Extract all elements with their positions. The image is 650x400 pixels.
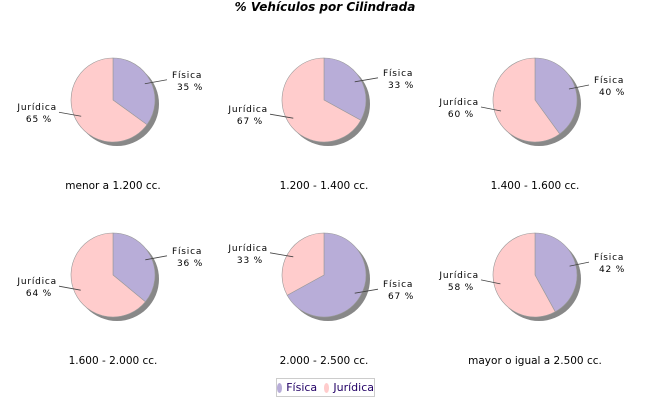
label-leader-line <box>354 288 379 294</box>
slice-label-value: 33 % <box>388 81 414 91</box>
slice-label-name: Jurídica <box>438 98 479 108</box>
label-leader-line <box>58 111 82 117</box>
label-leader-line <box>58 285 81 291</box>
slice-label-value: 67 % <box>237 117 263 127</box>
chart-title: % Vehículos por Cilindrada <box>234 0 416 14</box>
legend-swatch-juridica <box>324 382 330 393</box>
pie-slice-fisica <box>112 57 156 126</box>
label-leader-line <box>354 77 379 83</box>
pie-caption: 1.400 - 1.600 cc. <box>491 180 580 192</box>
slice-label-name: Física <box>594 253 624 263</box>
pie-slice-fisica <box>112 232 156 303</box>
legend-label-juridica: Jurídica <box>333 381 374 394</box>
pie-slice-juridica <box>281 57 362 143</box>
pie-caption: 1.200 - 1.400 cc. <box>280 180 369 192</box>
pie-caption: 2.000 - 2.500 cc. <box>280 355 369 367</box>
slice-label-value: 36 % <box>177 259 203 269</box>
slice-label-name: Física <box>172 247 202 257</box>
legend-label-fisica: Física <box>286 381 318 394</box>
pie-slice-juridica <box>281 232 325 296</box>
slice-label-value: 40 % <box>599 88 625 98</box>
slice-label-name: Jurídica <box>16 277 57 287</box>
label-leader-line <box>480 279 501 285</box>
slice-label-value: 65 % <box>26 115 52 125</box>
legend-swatch-fisica <box>277 382 283 393</box>
slice-label-value: 33 % <box>237 256 263 266</box>
slice-label-value: 67 % <box>388 292 414 302</box>
slice-label-name: Física <box>383 69 413 79</box>
pie-caption: menor a 1.200 cc. <box>65 180 160 192</box>
pie-slice-fisica <box>534 57 578 135</box>
slice-label-name: Jurídica <box>16 103 57 113</box>
label-leader-line <box>569 261 590 267</box>
label-leader-line <box>145 255 168 261</box>
slice-label-value: 64 % <box>26 289 52 299</box>
slice-label-name: Física <box>383 280 413 290</box>
slice-label-name: Jurídica <box>227 244 268 254</box>
label-leader-line <box>568 84 590 90</box>
slice-label-name: Física <box>172 71 202 81</box>
label-leader-line <box>269 113 294 119</box>
slice-label-value: 58 % <box>448 283 474 293</box>
pie-slice-fisica <box>286 232 367 318</box>
slice-label-value: 42 % <box>599 265 625 275</box>
pie-slice-juridica <box>70 232 146 318</box>
pie-slice-juridica <box>492 232 556 318</box>
pie-caption: mayor o igual a 2.500 cc. <box>468 355 602 367</box>
pie-slice-juridica <box>492 57 561 143</box>
label-leader-line <box>480 106 502 112</box>
slice-label-value: 60 % <box>448 110 474 120</box>
slice-label-name: Jurídica <box>438 271 479 281</box>
label-leader-line <box>144 79 168 85</box>
slice-label-value: 35 % <box>177 83 203 93</box>
legend: Física Jurídica <box>276 378 375 397</box>
pie-slice-juridica <box>70 57 148 143</box>
pie-caption: 1.600 - 2.000 cc. <box>69 355 158 367</box>
slice-label-name: Física <box>594 76 624 86</box>
label-leader-line <box>269 252 294 258</box>
slice-label-name: Jurídica <box>227 105 268 115</box>
pie-slice-fisica <box>323 57 367 121</box>
